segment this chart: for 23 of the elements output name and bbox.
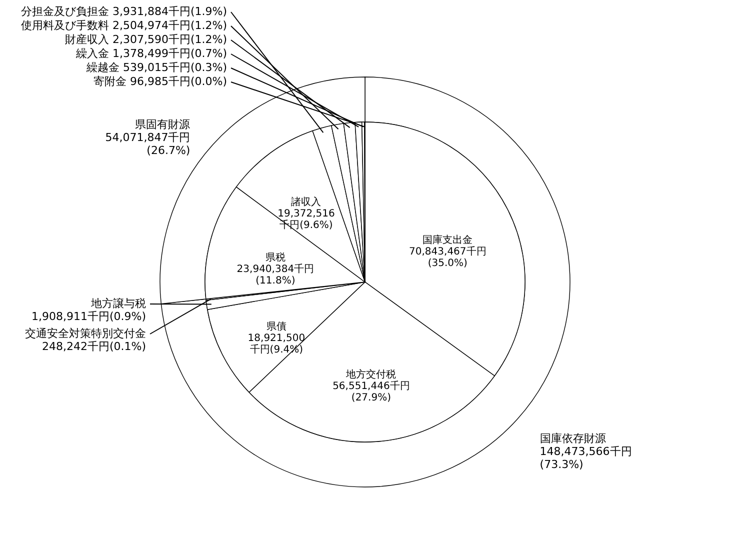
data-label: 248,242千円(0.1%) xyxy=(42,340,146,353)
data-label: 23,940,384千円(11.8%) xyxy=(236,263,314,287)
slice-label: 分担金及び負担金 3,931,884千円(1.9%) xyxy=(20,5,227,18)
slice-label: 諸収入 xyxy=(291,196,322,208)
slice-label: 財産収入 2,307,590千円(1.2%) xyxy=(64,33,227,46)
slice-label: 県固有財源 xyxy=(135,118,190,131)
slice-label: 繰越金 539,015千円(0.3%) xyxy=(85,61,227,74)
data-label: 19,372,516千円(9.6%) xyxy=(278,208,335,232)
slice-label: 県債 xyxy=(266,320,286,333)
data-label: 54,071,847千円(26.7%) xyxy=(105,130,190,157)
slice-label: 地方交付税 xyxy=(345,368,396,381)
slice-label: 地方譲与税 xyxy=(90,297,146,310)
slice-label: 県税 xyxy=(265,252,286,264)
slice-label: 寄附金 96,985千円(0.0%) xyxy=(93,75,227,88)
slice-label: 国庫支出金 xyxy=(422,234,473,246)
slice-label: 交通安全対策特別交付金 xyxy=(25,327,146,340)
slice-label: 国庫依存財源 xyxy=(540,432,606,446)
slice-label: 使用料及び手数料 2,504,974千円(1.2%) xyxy=(20,19,227,32)
data-label: 1,908,911千円(0.9%) xyxy=(31,310,146,323)
data-label: 148,473,566千円(73.3%) xyxy=(540,445,632,472)
slice-label: 繰入金 1,378,499千円(0.7%) xyxy=(74,47,227,60)
data-label: 56,551,446千円(27.9%) xyxy=(332,380,410,404)
data-label: 70,843,467千円(35.0%) xyxy=(409,245,486,269)
